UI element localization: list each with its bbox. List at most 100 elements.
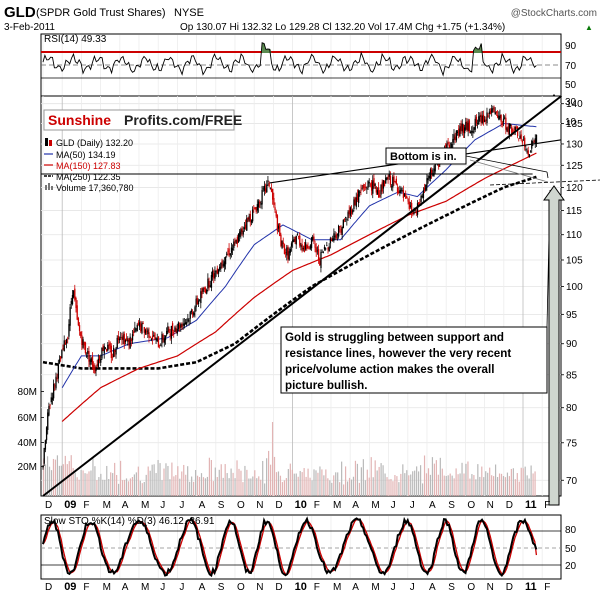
candle-body <box>419 203 421 205</box>
volume-bar <box>431 457 434 496</box>
price-tick-label: 135 <box>566 119 583 130</box>
volume-bar <box>339 482 341 496</box>
volume-bar <box>222 477 224 496</box>
volume-bar <box>461 462 463 496</box>
volume-bar <box>380 463 382 496</box>
candle-body <box>243 227 246 230</box>
candle-body <box>303 245 306 252</box>
candle-body <box>380 184 382 195</box>
candle-body <box>168 328 170 333</box>
candle-body <box>275 211 277 217</box>
volume-bar <box>337 472 339 496</box>
candle-body <box>492 108 494 110</box>
sto-x-axis-label: F <box>544 582 550 593</box>
sto-x-axis-label: 09 <box>64 581 76 593</box>
candle-body <box>45 427 48 441</box>
candle-body <box>195 298 197 308</box>
candle-body <box>93 364 95 370</box>
rsi-overbought-fill <box>473 43 483 53</box>
sto-x-axis-label: D <box>45 582 52 593</box>
candle-body <box>147 329 149 335</box>
volume-bar <box>224 464 226 496</box>
candle-body <box>325 248 327 250</box>
candle-body <box>91 355 94 367</box>
volume-bar <box>402 464 404 496</box>
candle-body <box>356 194 359 201</box>
sto-tick: 80 <box>565 525 577 536</box>
volume-bar <box>494 464 497 496</box>
sto-x-axis-label: D <box>275 582 282 593</box>
candle-body <box>426 178 428 186</box>
candle-body <box>120 336 122 338</box>
volume-bar <box>218 469 220 496</box>
volume-bar <box>266 458 268 496</box>
candle-body <box>69 307 71 326</box>
price-tick-label: 115 <box>566 206 582 217</box>
x-axis-label: S <box>448 500 455 511</box>
volume-bar <box>498 473 501 496</box>
volume-bar <box>392 481 394 496</box>
candle-body <box>270 188 273 192</box>
candle-body <box>184 322 187 325</box>
candle-body <box>421 195 423 198</box>
rsi-tick: 90 <box>565 41 577 52</box>
candle-body <box>422 190 425 199</box>
volume-bar <box>305 476 307 496</box>
candle-body <box>78 325 81 331</box>
volume-bar <box>534 471 536 496</box>
candle-body <box>255 207 257 212</box>
candle-body <box>162 334 164 340</box>
candle-body <box>343 219 346 221</box>
candle-body <box>305 242 307 250</box>
volume-bar <box>137 466 139 496</box>
candle-body <box>279 223 281 237</box>
volume-bar <box>473 475 475 496</box>
volume-bar <box>309 477 311 496</box>
candle-body <box>84 342 87 354</box>
candle-body <box>469 131 472 134</box>
candle-body <box>382 180 385 189</box>
candle-body <box>267 180 269 182</box>
candle-body <box>365 186 367 189</box>
candle-body <box>466 120 468 131</box>
volume-bar <box>491 475 493 496</box>
volume-bar <box>125 478 128 496</box>
volume-bar <box>374 460 376 496</box>
volume-bar <box>315 470 317 496</box>
volume-bar <box>384 473 386 496</box>
volume-bar <box>119 460 122 496</box>
candle-body <box>346 219 348 221</box>
volume-bar <box>376 470 378 496</box>
sunshine-profits-banner[interactable]: Sunshine Profits.com/FREE <box>43 109 242 131</box>
x-axis-label: A <box>122 500 129 511</box>
volume-bar <box>64 455 66 496</box>
candle-body <box>418 202 420 207</box>
candle-body <box>118 338 121 341</box>
volume-bar <box>129 478 132 496</box>
candle-body <box>508 123 511 136</box>
volume-bar <box>181 471 183 496</box>
volume-bar <box>187 466 189 496</box>
volume-bar <box>469 478 471 496</box>
candle-body <box>411 202 413 213</box>
candle-body <box>361 187 363 189</box>
candle-body <box>345 217 347 218</box>
candle-body <box>447 141 449 144</box>
candle-body <box>186 322 188 325</box>
candle-body <box>414 209 416 211</box>
x-axis-label: F <box>83 500 89 511</box>
candle-body <box>199 300 201 302</box>
candle-body <box>76 305 78 320</box>
candle-body <box>169 333 171 336</box>
candle-body <box>77 318 80 326</box>
support-trendline <box>42 95 563 497</box>
candle-body <box>392 176 394 188</box>
candle-body <box>213 273 215 279</box>
candle-body <box>433 168 435 176</box>
candle-body <box>222 263 224 267</box>
sto-x-axis-label: S <box>448 582 455 593</box>
volume-bar <box>246 469 248 496</box>
sto-x-axis-label: J <box>160 582 165 593</box>
candle-body <box>533 141 535 143</box>
volume-bar <box>44 464 47 496</box>
